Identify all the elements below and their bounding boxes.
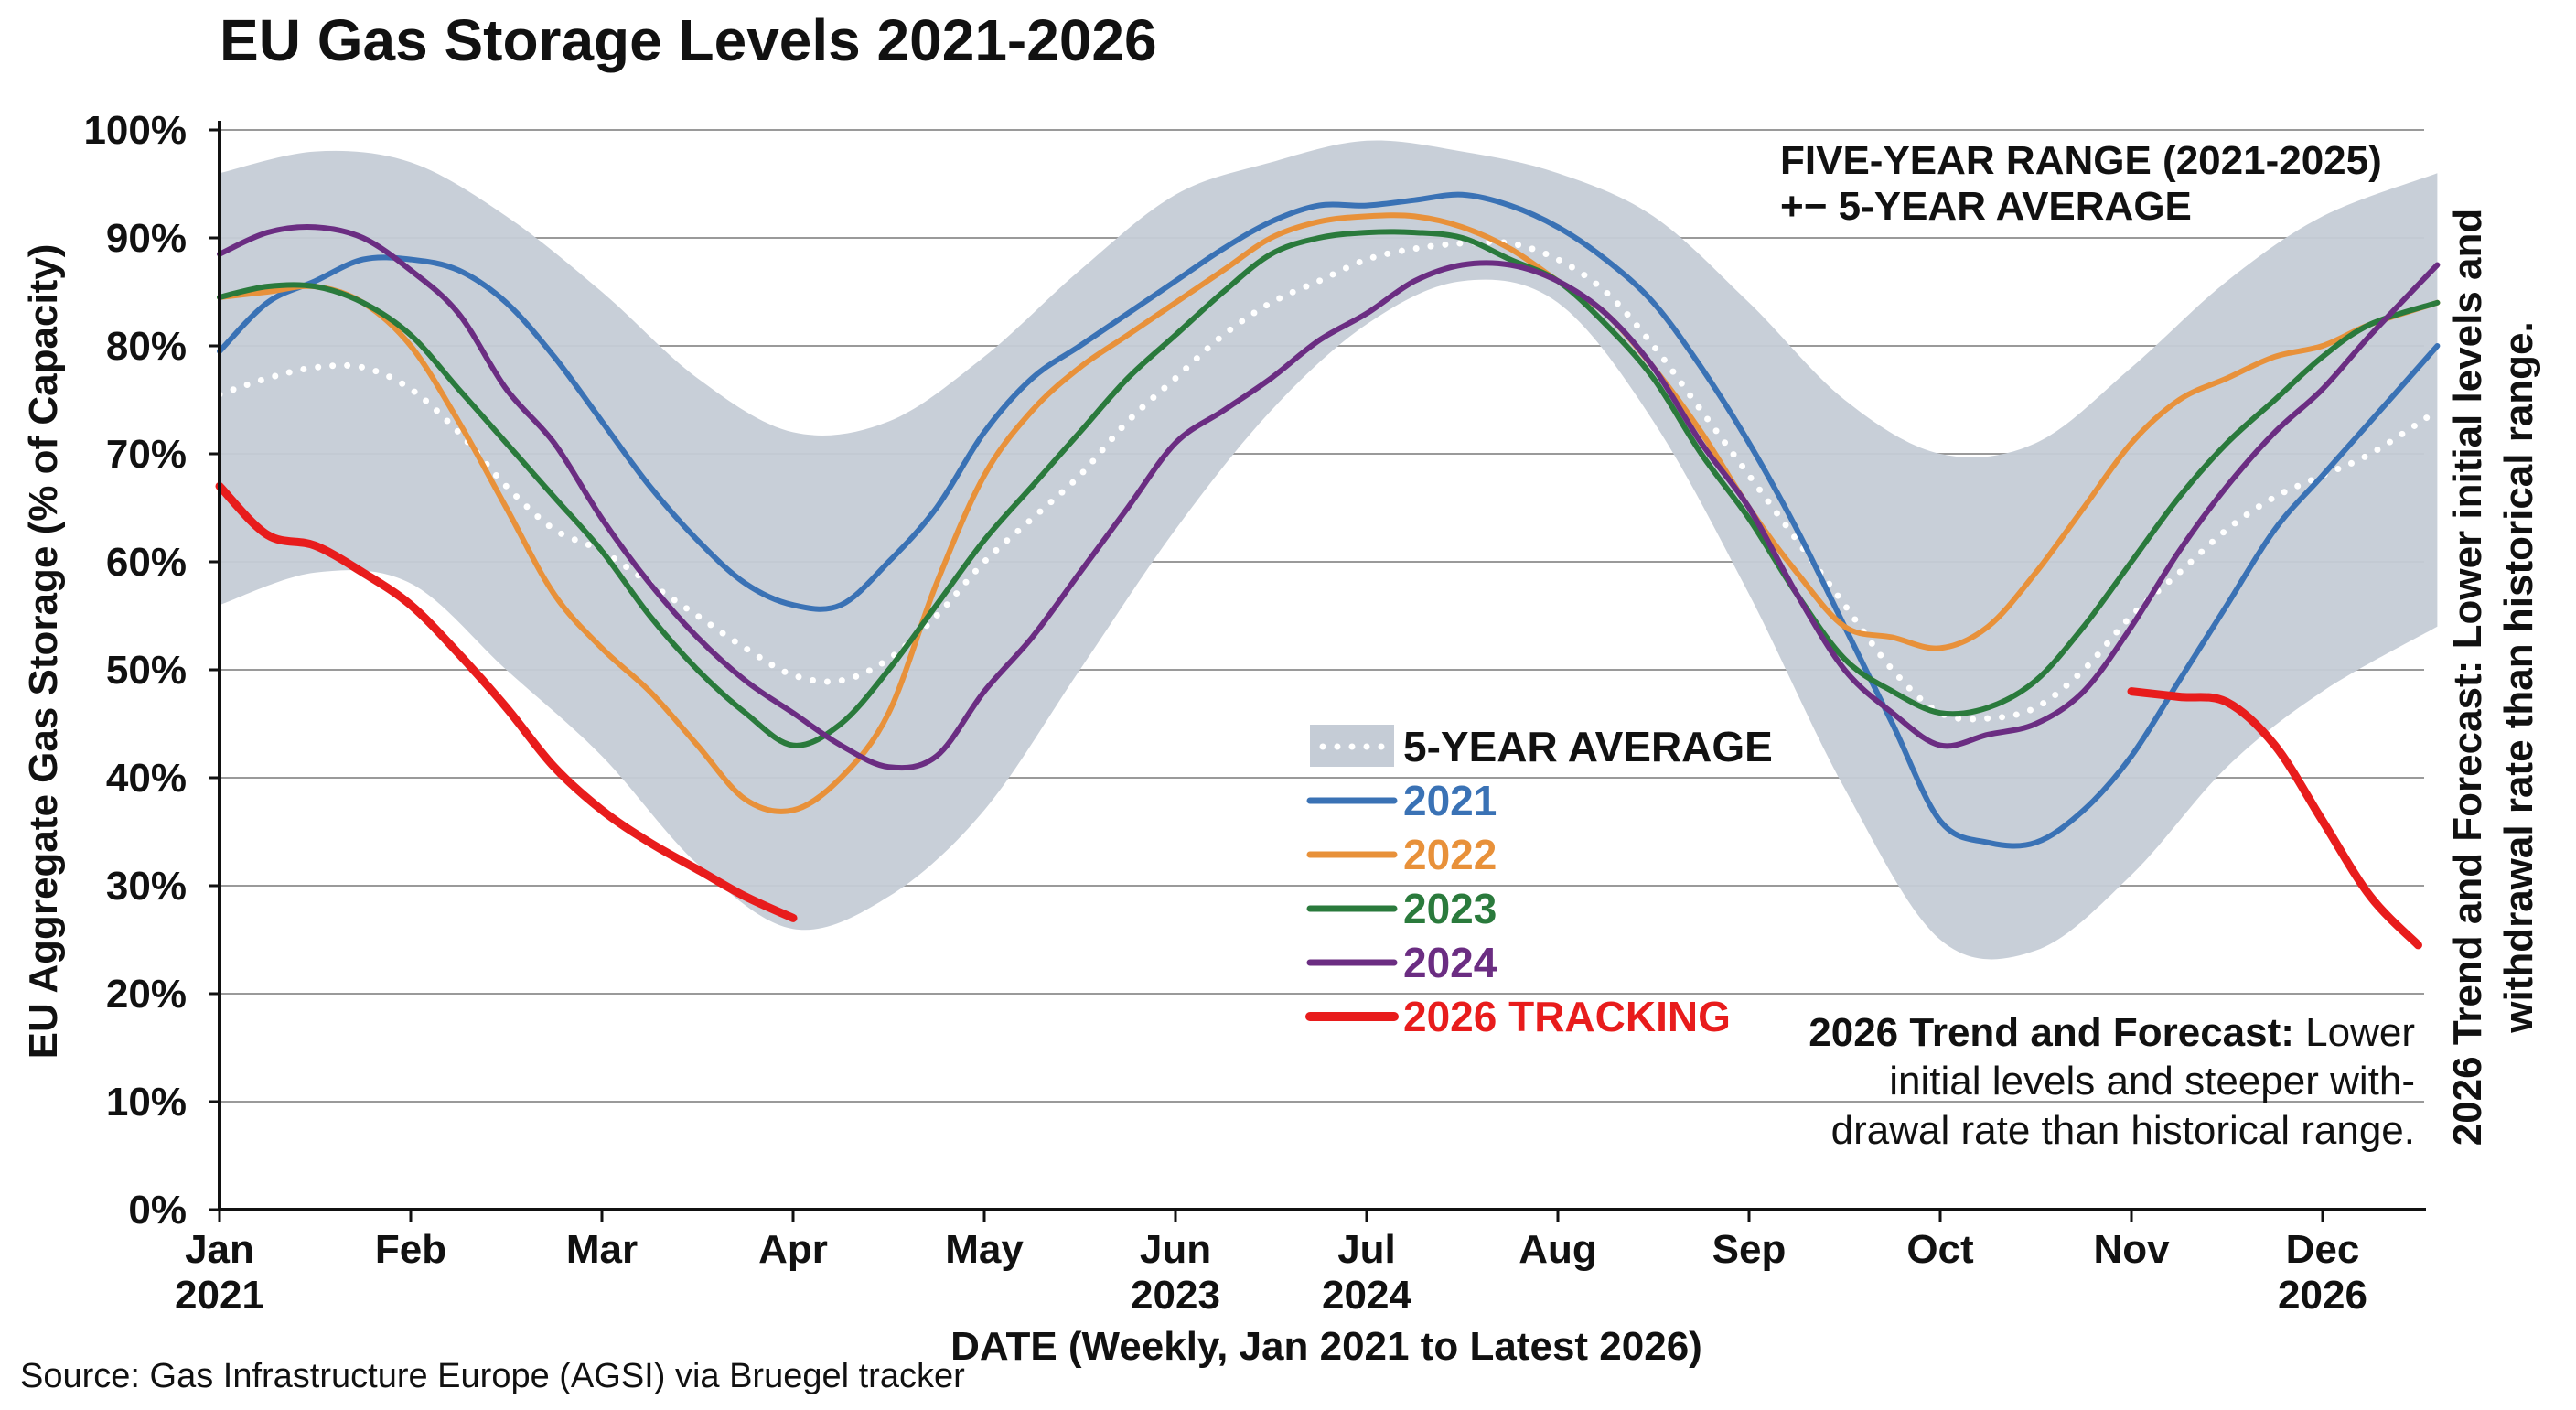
five-year-range-band xyxy=(220,140,2438,960)
x-tick-label: Apr xyxy=(758,1227,828,1272)
x-tick-label: Oct xyxy=(1906,1227,1974,1272)
x-tick-label: Jun xyxy=(1140,1227,1211,1272)
x-tick-year-label: 2026 xyxy=(2278,1273,2367,1318)
series-line-2023 xyxy=(217,229,2441,748)
x-tick-label: Nov xyxy=(2093,1227,2170,1272)
series-line-2026-tracking xyxy=(215,481,798,922)
y-tick-labels: 0% 10% 20% 30% 40% 50% 60% 70% 80% 90% 100% xyxy=(83,108,220,1232)
y-tick-label: 10% xyxy=(106,1080,187,1125)
chart-title: EU Gas Storage Levels 2021-2026 xyxy=(220,7,1157,73)
forecast-annotation-line3: drawal rate than historical range. xyxy=(1831,1108,2415,1153)
forecast-annotation-bold: 2026 Trend and Forecast: xyxy=(1809,1010,2294,1055)
legend-label: 2026 TRACKING xyxy=(1403,993,1731,1040)
series-line-2021 xyxy=(217,191,2441,849)
x-tick-label: Mar xyxy=(566,1227,638,1272)
x-tick-label: Jan xyxy=(185,1227,254,1272)
legend: 5-YEAR AVERAGE 2021 2022 2023 2024 2026 TRACK… xyxy=(1305,723,1773,1040)
forecast-annotation-line2: initial levels and steeper with- xyxy=(1889,1059,2415,1103)
x-axis-label: DATE (Weekly, Jan 2021 to Latest 2026) xyxy=(950,1324,1702,1369)
x-tick-year-label: 2024 xyxy=(1322,1273,1411,1318)
vertical-note-line1: 2026 Trend and Forecast: Lower initial l… xyxy=(2445,209,2490,1146)
y-tick-label: 30% xyxy=(106,864,187,909)
x-tick-year-label: 2023 xyxy=(1131,1273,1220,1318)
y-tick-label: 70% xyxy=(106,432,187,477)
legend-label: 2021 xyxy=(1403,777,1497,824)
legend-label: 2022 xyxy=(1403,831,1497,878)
vertical-note-line2: withdrawal rate than historical range. xyxy=(2496,321,2541,1034)
source-note: Source: Gas Infrastructure Europe (AGSI)… xyxy=(20,1357,965,1395)
x-tick-label: Feb xyxy=(375,1227,446,1272)
x-tick-year-label: 2021 xyxy=(175,1273,264,1318)
legend-label: 5-YEAR AVERAGE xyxy=(1403,723,1773,770)
y-tick-label: 90% xyxy=(106,216,187,261)
x-tick-label: Dec xyxy=(2286,1227,2360,1272)
y-axis-label: EU Aggregate Gas Storage (% of Capacity) xyxy=(21,244,66,1060)
x-tick-label: Sep xyxy=(1712,1227,1787,1272)
series-line-2022 xyxy=(217,212,2441,814)
legend-label: 2023 xyxy=(1403,885,1497,932)
y-tick-label: 0% xyxy=(128,1188,187,1232)
range-annotation-line1: FIVE-YEAR RANGE (2021-2025) xyxy=(1780,138,2382,183)
forecast-annotation-line1: 2026 Trend and Forecast: Lower xyxy=(1809,1010,2415,1055)
forecast-annotation-rest: Lower xyxy=(2294,1010,2415,1055)
y-tick-label: 60% xyxy=(106,540,187,585)
range-annotation-line2: +− 5-YEAR AVERAGE xyxy=(1780,184,2192,229)
x-tick-label: Aug xyxy=(1519,1227,1597,1272)
series-line-2024 xyxy=(217,223,2441,771)
y-tick-label: 20% xyxy=(106,972,187,1017)
y-tick-label: 80% xyxy=(106,324,187,369)
range-band-layer xyxy=(220,140,2438,960)
y-tick-label: 100% xyxy=(83,108,187,153)
series-line-2026-forecast xyxy=(2127,687,2422,950)
legend-label: 2024 xyxy=(1403,939,1497,986)
series-line-5-year-average xyxy=(216,238,2441,723)
y-tick-label: 40% xyxy=(106,756,187,801)
x-tick-label: Jul xyxy=(1337,1227,1396,1272)
x-tick-label: May xyxy=(945,1227,1024,1272)
y-tick-label: 50% xyxy=(106,648,187,693)
series-layer xyxy=(215,191,2441,950)
